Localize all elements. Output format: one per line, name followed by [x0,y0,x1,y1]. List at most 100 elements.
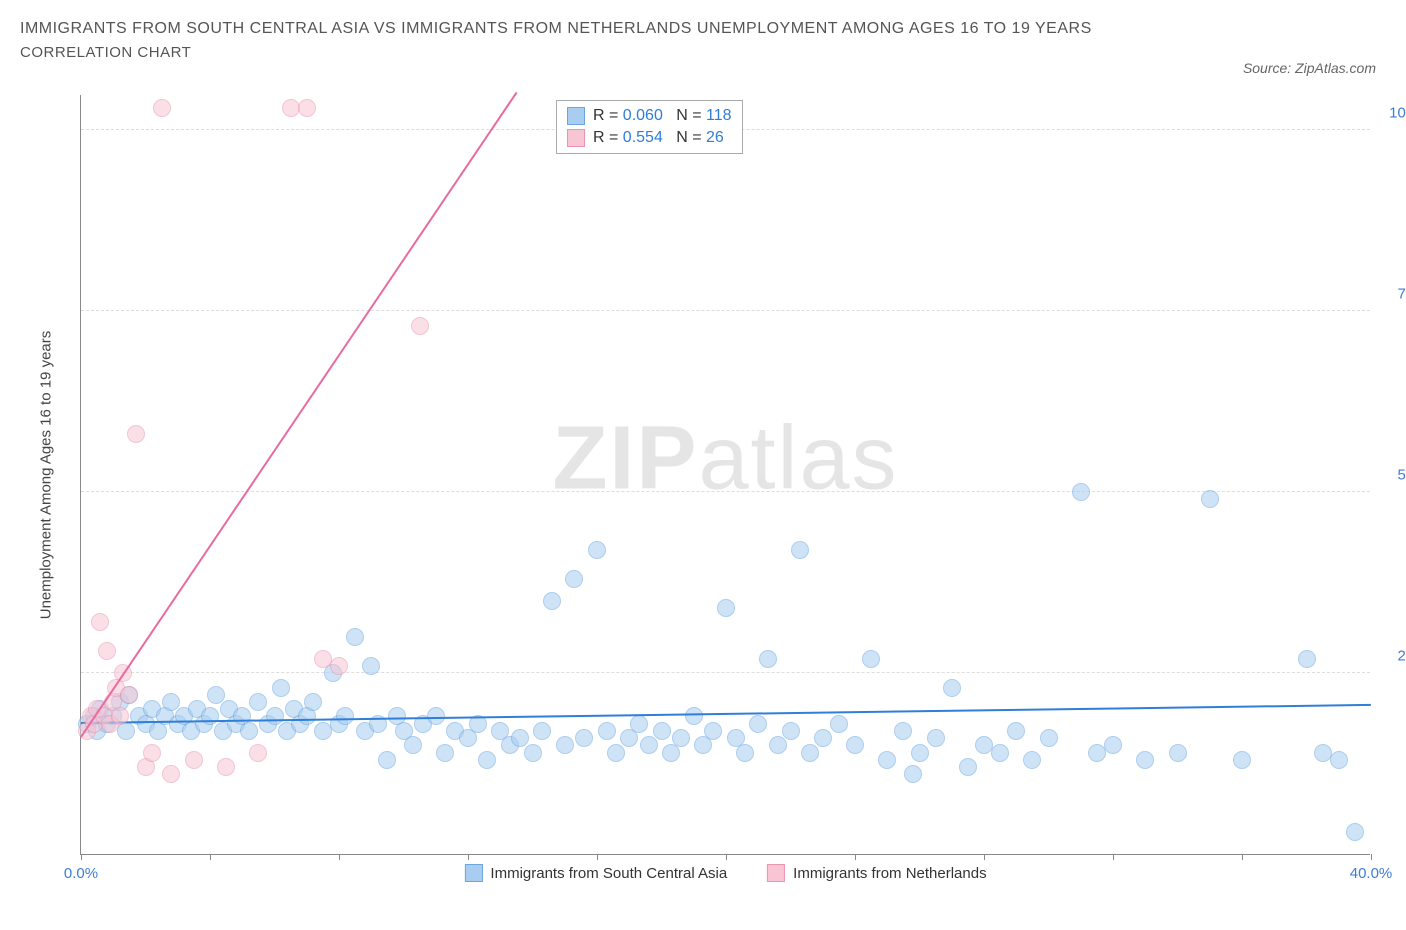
data-point [791,541,809,559]
data-point [249,744,267,762]
chart-container: IMMIGRANTS FROM SOUTH CENTRAL ASIA VS IM… [20,20,1386,910]
watermark-light: atlas [698,409,898,509]
data-point [362,657,380,675]
stats-legend: R = 0.060 N = 118 R = 0.554 N = 26 [556,100,743,154]
data-point [943,679,961,697]
chart-title: IMMIGRANTS FROM SOUTH CENTRAL ASIA VS IM… [20,20,1386,38]
data-point [1007,722,1025,740]
data-point [904,765,922,783]
data-point [1040,729,1058,747]
trend-line [80,92,517,737]
data-point [830,715,848,733]
stats-legend-row: R = 0.554 N = 26 [567,127,732,149]
y-tick-label: 25.0% [1380,648,1406,665]
data-point [991,744,1009,762]
legend-swatch [464,864,482,882]
data-point [911,744,929,762]
data-point [1346,823,1364,841]
data-point [298,99,316,117]
data-point [207,686,225,704]
x-tick [855,854,856,860]
data-point [575,729,593,747]
source-label: Source: ZipAtlas.com [1243,60,1376,76]
data-point [759,650,777,668]
y-axis-label: Unemployment Among Ages 16 to 19 years [38,330,55,619]
data-point [588,541,606,559]
series-name: Immigrants from South Central Asia [490,865,727,882]
y-tick-label: 50.0% [1380,467,1406,484]
watermark: ZIPatlas [552,408,898,511]
x-tick [597,854,598,860]
x-tick [726,854,727,860]
data-point [524,744,542,762]
data-point [404,736,422,754]
x-tick [210,854,211,860]
y-tick-label: 75.0% [1380,286,1406,303]
data-point [717,599,735,617]
legend-swatch [567,107,585,125]
data-point [240,722,258,740]
data-point [378,751,396,769]
data-point [565,570,583,588]
chart-subtitle: CORRELATION CHART [20,44,1386,61]
data-point [894,722,912,740]
data-point [782,722,800,740]
data-point [266,707,284,725]
data-point [543,592,561,610]
data-point [91,613,109,631]
data-point [162,765,180,783]
data-point [1330,751,1348,769]
data-point [607,744,625,762]
legend-swatch [567,129,585,147]
data-point [111,707,129,725]
series-legend: Immigrants from South Central Asia Immigr… [464,864,986,882]
data-point [556,736,574,754]
x-tick [81,854,82,860]
data-point [533,722,551,740]
x-tick [339,854,340,860]
data-point [653,722,671,740]
data-point [411,317,429,335]
series-name: Immigrants from Netherlands [793,865,986,882]
data-point [846,736,864,754]
stats-legend-row: R = 0.060 N = 118 [567,105,732,127]
data-point [272,679,290,697]
data-point [814,729,832,747]
data-point [185,751,203,769]
data-point [672,729,690,747]
data-point [336,707,354,725]
data-point [630,715,648,733]
data-point [927,729,945,747]
data-point [801,744,819,762]
data-point [120,686,138,704]
legend-swatch [767,864,785,882]
data-point [511,729,529,747]
data-point [249,693,267,711]
stats-text: R = 0.060 N = 118 [593,107,732,125]
data-point [878,751,896,769]
data-point [304,693,322,711]
x-tick [1113,854,1114,860]
data-point [862,650,880,668]
data-point [736,744,754,762]
data-point [959,758,977,776]
data-point [749,715,767,733]
x-tick [984,854,985,860]
x-tick [468,854,469,860]
data-point [478,751,496,769]
data-point [1136,751,1154,769]
x-tick-label: 0.0% [64,865,98,882]
data-point [1169,744,1187,762]
data-point [217,758,235,776]
data-point [153,99,171,117]
data-point [143,744,161,762]
data-point [330,657,348,675]
x-tick [1242,854,1243,860]
data-point [598,722,616,740]
data-point [346,628,364,646]
y-tick-label: 100.0% [1380,105,1406,122]
series-legend-item: Immigrants from South Central Asia [464,864,727,882]
stats-text: R = 0.554 N = 26 [593,129,724,147]
data-point [685,707,703,725]
data-point [1233,751,1251,769]
